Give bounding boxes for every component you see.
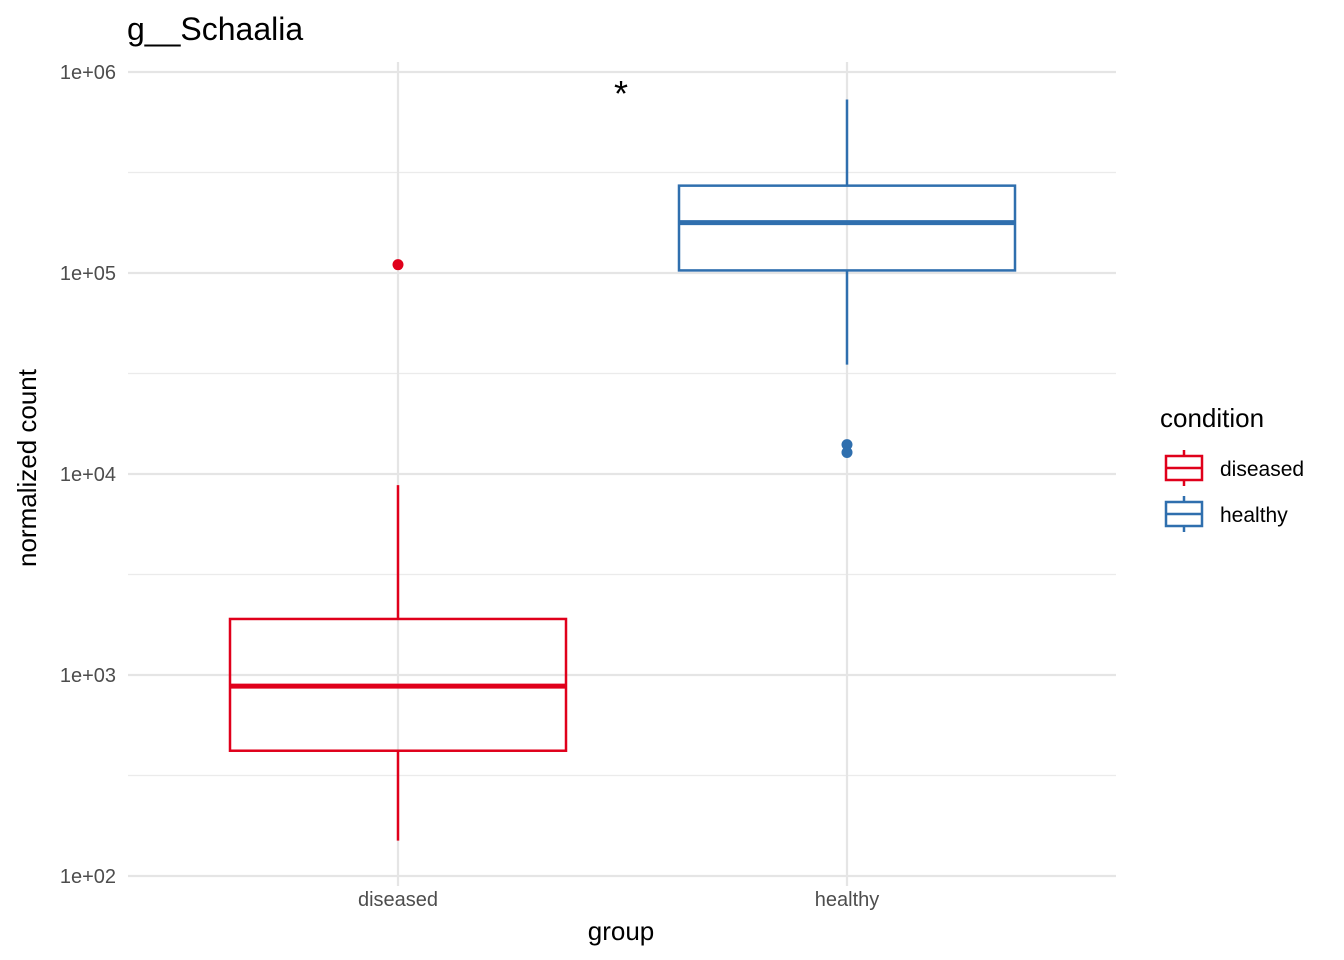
grid-layer	[128, 62, 1116, 886]
legend-label: diseased	[1220, 458, 1304, 481]
outlier-point	[841, 446, 853, 458]
y-tick-label: 1e+04	[60, 464, 116, 486]
legend-key-healthy	[1164, 496, 1204, 532]
y-tick-label: 1e+06	[60, 62, 116, 84]
x-tick-label: healthy	[815, 889, 880, 911]
legend-label: healthy	[1220, 504, 1288, 527]
tick-layer: 1e+02 1e+03 1e+04 1e+05 1e+06 diseased healthy	[60, 62, 879, 911]
y-tick-label: 1e+05	[60, 263, 116, 285]
boxplot-diseased	[228, 259, 568, 841]
x-axis-label: group	[588, 916, 655, 946]
y-tick-label: 1e+02	[60, 866, 116, 888]
legend: condition diseased healthy	[1160, 403, 1304, 532]
legend-key-diseased	[1164, 450, 1204, 486]
outlier-point	[841, 439, 853, 451]
y-tick-label: 1e+03	[60, 665, 116, 687]
legend-title: condition	[1160, 403, 1264, 433]
box-layer	[228, 99, 1017, 841]
outlier-point	[392, 259, 404, 271]
y-axis-label: normalized count	[12, 368, 42, 567]
chart-title: g__Schaalia	[127, 11, 303, 47]
boxplot-healthy	[677, 99, 1017, 458]
significance-marker: *	[614, 73, 628, 114]
box	[677, 184, 1017, 272]
x-tick-label: diseased	[358, 889, 438, 911]
